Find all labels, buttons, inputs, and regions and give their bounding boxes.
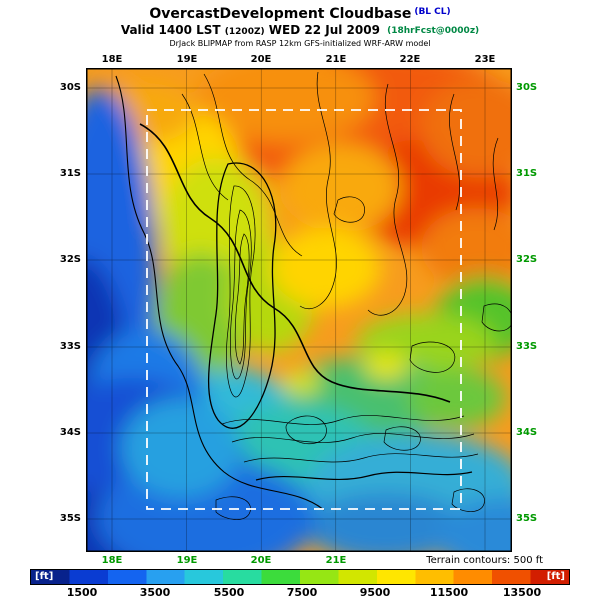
axis-label-left: 31S (59, 168, 81, 179)
axis-label-left: 33S (59, 341, 81, 352)
axis-label-bottom: 20E (250, 555, 272, 566)
colorbar-bar: [ft] [ft] (30, 569, 570, 585)
axis-label-top: 22E (399, 54, 421, 65)
axis-label-top: 20E (250, 54, 272, 65)
colorbar-tick: 9500 (359, 586, 391, 599)
axis-label-right: 32S (516, 254, 538, 265)
axis-label-left: 35S (59, 513, 81, 524)
colorbar-tick: 1500 (66, 586, 98, 599)
axis-label-top: 18E (101, 54, 123, 65)
axis-label-right: 31S (516, 168, 538, 179)
axis-label-left: 32S (59, 254, 81, 265)
colorbar-unit-left: [ft] (35, 571, 54, 582)
cloudbase-field (86, 68, 512, 552)
axis-label-right: 35S (516, 513, 538, 524)
page-title: OvercastDevelopment Cloudbase (149, 6, 412, 22)
terrain-contours-note: Terrain contours: 500 ft (426, 555, 543, 566)
colorbar-tick: 7500 (286, 586, 318, 599)
axis-label-left: 30S (59, 82, 81, 93)
domain-rect (146, 109, 462, 510)
colorbar-tick: 5500 (213, 586, 245, 599)
title-line: OvercastDevelopment Cloudbase (BL CL) (0, 6, 600, 22)
colorbar-unit-right: [ft] (546, 571, 565, 582)
colorbar-tick: 3500 (139, 586, 171, 599)
terrain-contours (115, 71, 512, 520)
grid-lines (86, 68, 512, 552)
axis-label-top: 21E (325, 54, 347, 65)
title-parameter-tag: (BL CL) (414, 7, 451, 17)
axis-label-bottom: 18E (101, 555, 123, 566)
axis-label-right: 34S (516, 427, 538, 438)
valid-zulu: (1200Z) (224, 27, 265, 38)
colorbar-tick: 11500 (429, 586, 469, 599)
axis-label-left: 34S (59, 427, 81, 438)
header: OvercastDevelopment Cloudbase (BL CL) Val… (0, 6, 600, 48)
axis-label-right: 30S (516, 82, 538, 93)
map-canvas (86, 68, 512, 552)
valid-date: WED 22 Jul 2009 (268, 23, 380, 38)
axis-label-right: 33S (516, 341, 538, 352)
map-frame (86, 68, 512, 552)
colorbar-tick: 13500 (502, 586, 542, 599)
axis-label-bottom: 21E (325, 555, 347, 566)
model-line: DrJack BLIPMAP from RASP 12km GFS-initia… (169, 38, 431, 48)
axis-label-top: 23E (474, 54, 496, 65)
forecast-tag: (18hrFcst@0000z) (387, 26, 480, 37)
valid-prefix: Valid 1400 LST (120, 23, 221, 38)
axis-label-bottom: 19E (176, 555, 198, 566)
valid-line: Valid 1400 LST (1200Z) WED 22 Jul 2009 (… (0, 23, 600, 38)
axis-label-top: 19E (176, 54, 198, 65)
